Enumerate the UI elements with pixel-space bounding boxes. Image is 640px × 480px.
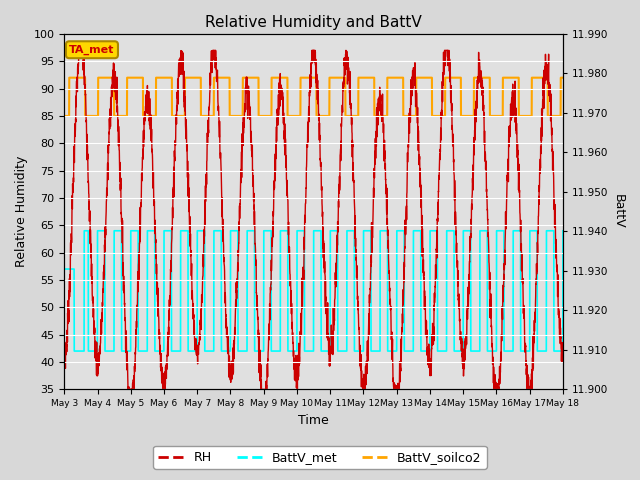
BattV_met (252, 348, 260, 354)
BattV_met (550, 228, 557, 234)
RH (273, 110, 281, 116)
RH (75, 48, 83, 53)
RH (496, 381, 504, 386)
Title: Relative Humidity and BattV: Relative Humidity and BattV (205, 15, 422, 30)
BattV_soilco2 (273, 75, 281, 81)
BattV_soilco2 (147, 113, 155, 119)
Line: RH: RH (64, 50, 563, 389)
BattV_soilco2 (60, 113, 68, 119)
Line: BattV_soilco2: BattV_soilco2 (64, 78, 563, 116)
RH (60, 342, 68, 348)
BattV_met (147, 228, 155, 234)
BattV_soilco2 (252, 75, 259, 81)
BattV_soilco2 (65, 75, 73, 81)
RH (252, 261, 260, 266)
BattV_soilco2 (118, 113, 125, 119)
BattV_soilco2 (550, 113, 557, 119)
X-axis label: Time: Time (298, 414, 329, 427)
Legend: RH, BattV_met, BattV_soilco2: RH, BattV_met, BattV_soilco2 (154, 446, 486, 469)
RH (124, 386, 132, 392)
BattV_met (273, 348, 281, 354)
Line: BattV_met: BattV_met (64, 231, 563, 351)
Y-axis label: BattV: BattV (612, 194, 625, 229)
BattV_met (496, 228, 504, 234)
RH (559, 349, 567, 355)
BattV_met (60, 266, 68, 272)
BattV_met (70, 348, 78, 354)
BattV_met (81, 228, 88, 234)
Y-axis label: Relative Humidity: Relative Humidity (15, 156, 28, 267)
RH (550, 170, 557, 176)
BattV_soilco2 (496, 113, 504, 119)
RH (118, 210, 125, 216)
RH (147, 135, 155, 141)
BattV_soilco2 (559, 75, 567, 81)
BattV_met (118, 228, 125, 234)
Text: TA_met: TA_met (69, 45, 115, 55)
BattV_met (559, 228, 567, 234)
